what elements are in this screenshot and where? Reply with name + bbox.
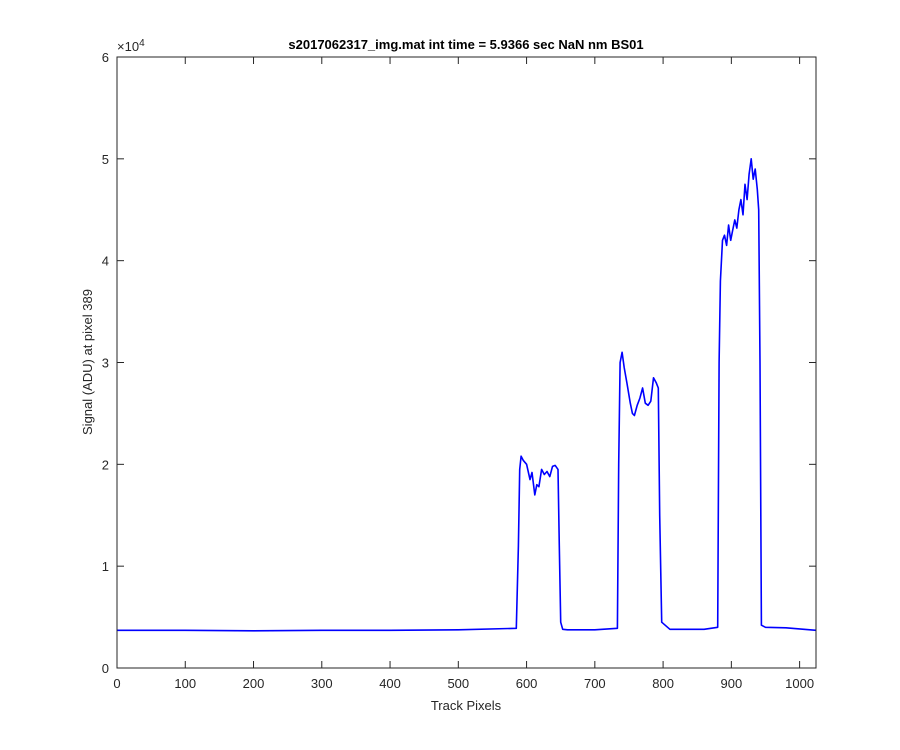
y-exponent-power: 4 bbox=[139, 38, 145, 49]
x-tick-label: 700 bbox=[584, 676, 606, 691]
x-axis: 0 100 200 300 400 500 600 700 800 900 1000 bbox=[113, 57, 814, 691]
x-tick-label: 400 bbox=[379, 676, 401, 691]
y-tick-label: 4 bbox=[102, 254, 109, 269]
y-tick-label: 0 bbox=[102, 661, 109, 676]
x-tick-label: 100 bbox=[174, 676, 196, 691]
x-tick-label: 200 bbox=[243, 676, 265, 691]
x-tick-label: 1000 bbox=[785, 676, 814, 691]
x-tick-label: 600 bbox=[516, 676, 538, 691]
y-tick-label: 1 bbox=[102, 559, 109, 574]
y-tick-label: 5 bbox=[102, 152, 109, 167]
signal-line bbox=[117, 158, 817, 632]
x-axis-title: Track Pixels bbox=[431, 698, 502, 713]
chart-title: s2017062317_img.mat int time = 5.9366 se… bbox=[288, 37, 643, 52]
plot-background bbox=[117, 57, 816, 668]
y-axis-title: Signal (ADU) at pixel 389 bbox=[80, 289, 95, 435]
y-tick-label: 3 bbox=[102, 356, 109, 371]
x-tick-label: 300 bbox=[311, 676, 333, 691]
x-tick-label: 900 bbox=[721, 676, 743, 691]
x-tick-label: 500 bbox=[447, 676, 469, 691]
x-tick-label: 0 bbox=[113, 676, 120, 691]
y-tick-label: 2 bbox=[102, 457, 109, 472]
y-tick-label: 6 bbox=[102, 50, 109, 65]
y-axis: 0 1 2 3 4 5 6 bbox=[102, 50, 816, 676]
y-exponent-label: ×104 bbox=[117, 38, 145, 54]
x-tick-label: 800 bbox=[652, 676, 674, 691]
